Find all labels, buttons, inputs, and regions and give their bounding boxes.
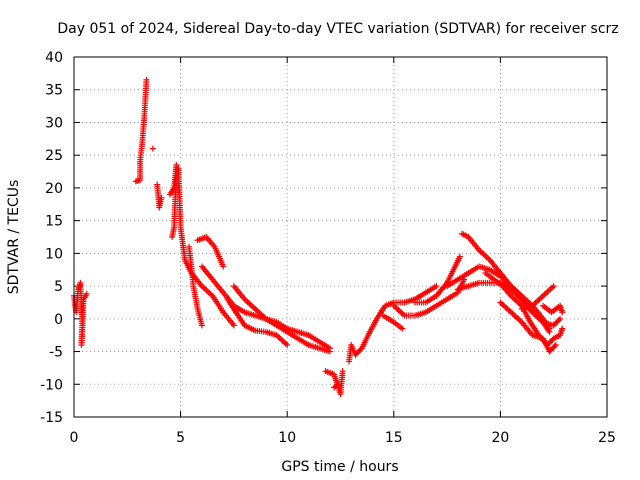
series-track-14	[346, 283, 440, 365]
data-point	[335, 381, 342, 388]
x-axis-title: GPS time / hours	[281, 459, 398, 475]
y-tick-label: -10	[40, 377, 63, 393]
y-tick-label: 0	[54, 312, 63, 328]
data-point	[326, 348, 333, 355]
data-point	[230, 322, 237, 329]
y-tick-label: 30	[45, 115, 63, 131]
axis-ticks	[73, 56, 608, 418]
data-point	[284, 342, 291, 348]
series-track-3	[149, 145, 156, 152]
tick-labels: 0 5 10 15 20 25 -15 -10 -5 0 5 10 15 20 25 30 35 40	[40, 50, 616, 446]
data-point	[158, 194, 165, 201]
series-track-7	[186, 243, 205, 329]
series-track-22	[497, 299, 559, 355]
x-tick-label: 15	[385, 430, 403, 446]
grid-lines	[74, 57, 607, 417]
data-point	[83, 290, 90, 297]
data-point	[433, 283, 440, 290]
x-tick-label: 20	[491, 430, 509, 446]
data-point	[555, 317, 562, 324]
y-tick-label: 35	[45, 83, 63, 99]
series-track-11	[224, 296, 291, 348]
chart-title: Day 051 of 2024, Sidereal Day-to-day VTE…	[57, 21, 618, 37]
data-point	[456, 253, 463, 260]
series-track-8	[194, 234, 227, 270]
x-tick-label: 10	[278, 430, 296, 446]
data-point	[339, 368, 346, 375]
data-points	[71, 76, 566, 398]
y-tick-label: 25	[45, 148, 63, 164]
data-point	[220, 263, 227, 270]
series-track-16	[390, 276, 468, 319]
y-tick-label: 10	[45, 246, 63, 262]
data-point	[399, 325, 406, 332]
series-track-15	[380, 312, 406, 332]
y-axis-title: SDTVAR / TECUs	[6, 180, 22, 295]
data-point	[551, 343, 558, 350]
y-tick-label: 5	[54, 279, 63, 295]
data-point	[546, 325, 553, 332]
series-track-13	[331, 381, 342, 391]
y-tick-label: -15	[40, 410, 63, 426]
series-track-24	[540, 302, 566, 316]
y-tick-label: -5	[49, 345, 63, 361]
series-track-23	[518, 283, 557, 312]
plot-frame	[73, 56, 608, 418]
series-track-12	[322, 368, 346, 398]
series-track-4	[154, 181, 165, 211]
data-point	[557, 315, 564, 322]
y-tick-label: 20	[45, 181, 63, 197]
series-track-2	[132, 76, 150, 185]
x-tick-label: 5	[176, 430, 185, 446]
series-track-1	[71, 279, 90, 348]
data-point	[169, 234, 176, 240]
data-point	[357, 346, 364, 353]
series-track-10	[230, 283, 333, 355]
x-tick-label: 25	[598, 430, 616, 446]
data-point	[143, 76, 150, 83]
data-point	[552, 342, 559, 348]
data-point	[559, 325, 566, 332]
series-track-6	[175, 165, 237, 329]
x-tick-label: 0	[70, 430, 79, 446]
y-tick-label: 40	[45, 50, 63, 66]
data-point	[559, 309, 566, 316]
data-point	[550, 283, 557, 290]
data-point	[198, 322, 205, 329]
y-tick-label: 15	[45, 214, 63, 230]
series-track-17	[412, 253, 463, 306]
data-point	[149, 145, 156, 152]
